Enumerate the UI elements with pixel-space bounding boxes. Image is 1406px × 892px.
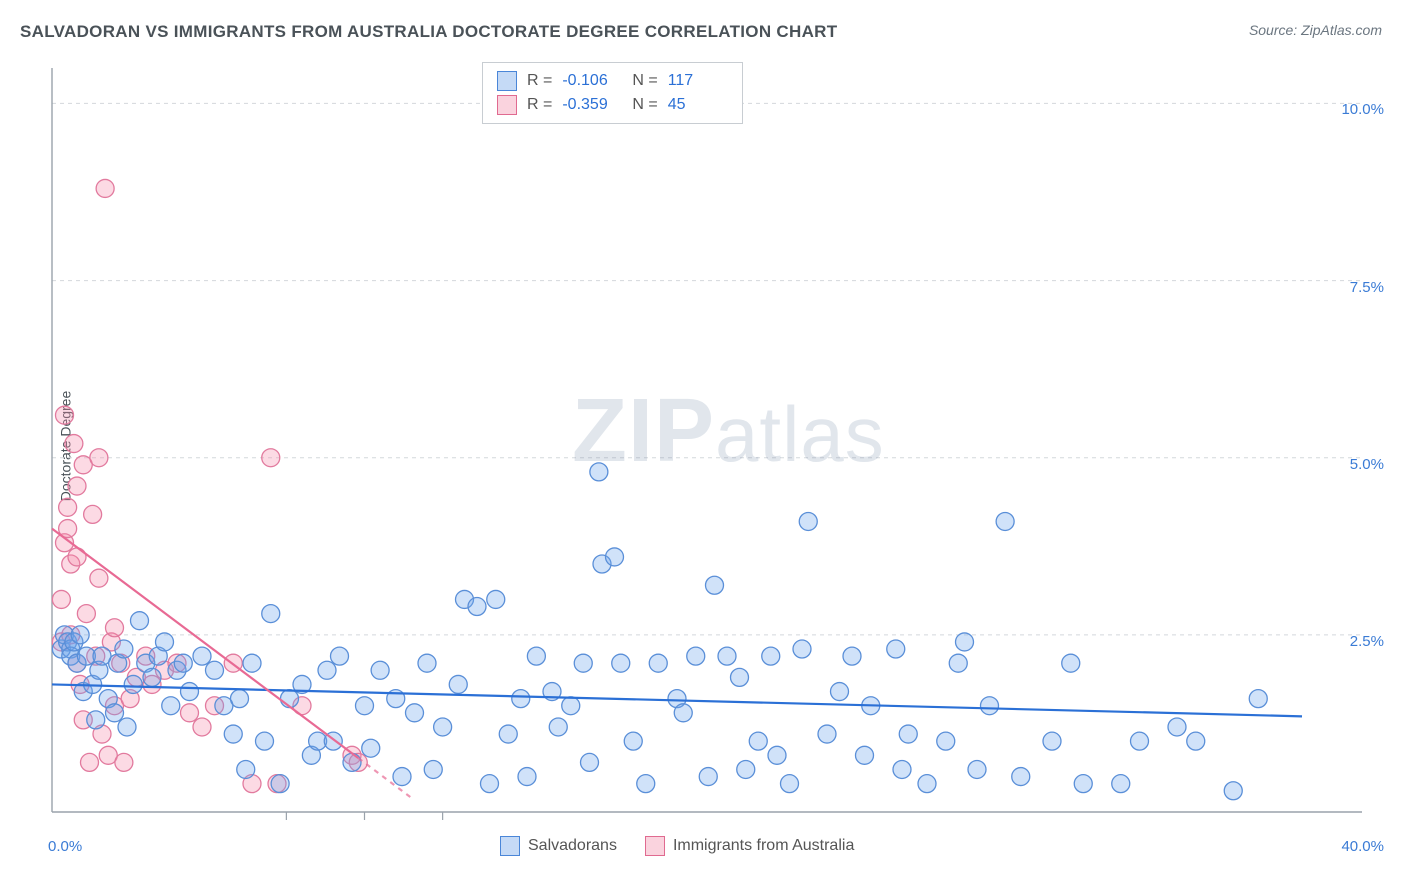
x-tick-label: 40.0% (1341, 838, 1384, 855)
r-value: -0.106 (562, 72, 622, 90)
y-tick-label: 2.5% (1350, 633, 1384, 650)
y-tick-label: 5.0% (1350, 456, 1384, 473)
n-label: N = (632, 96, 657, 114)
legend-label: Salvadorans (528, 837, 617, 855)
x-tick-label: 0.0% (48, 838, 82, 855)
swatch-pink-icon (497, 95, 517, 115)
swatch-blue-icon (497, 71, 517, 91)
swatch-pink-icon (645, 836, 665, 856)
r-value: -0.359 (562, 96, 622, 114)
chart-title: SALVADORAN VS IMMIGRANTS FROM AUSTRALIA … (20, 22, 837, 42)
legend-stats-row: R = -0.106 N = 117 (497, 69, 728, 93)
n-value: 117 (668, 72, 728, 90)
source-label: Source: ZipAtlas.com (1249, 22, 1382, 38)
legend-item: Salvadorans (500, 836, 617, 856)
swatch-blue-icon (500, 836, 520, 856)
scatter-chart (52, 60, 1362, 820)
r-label: R = (527, 96, 552, 114)
r-label: R = (527, 72, 552, 90)
legend-stats-row: R = -0.359 N = 45 (497, 93, 728, 117)
legend-item: Immigrants from Australia (645, 836, 854, 856)
n-label: N = (632, 72, 657, 90)
plot-area: ZIPatlas R = -0.106 N = 117 R = -0.359 N… (52, 60, 1362, 820)
legend-series: Salvadorans Immigrants from Australia (500, 836, 854, 856)
legend-stats: R = -0.106 N = 117 R = -0.359 N = 45 (482, 62, 743, 124)
legend-label: Immigrants from Australia (673, 837, 854, 855)
y-tick-label: 7.5% (1350, 279, 1384, 296)
n-value: 45 (668, 96, 728, 114)
y-tick-label: 10.0% (1341, 101, 1384, 118)
